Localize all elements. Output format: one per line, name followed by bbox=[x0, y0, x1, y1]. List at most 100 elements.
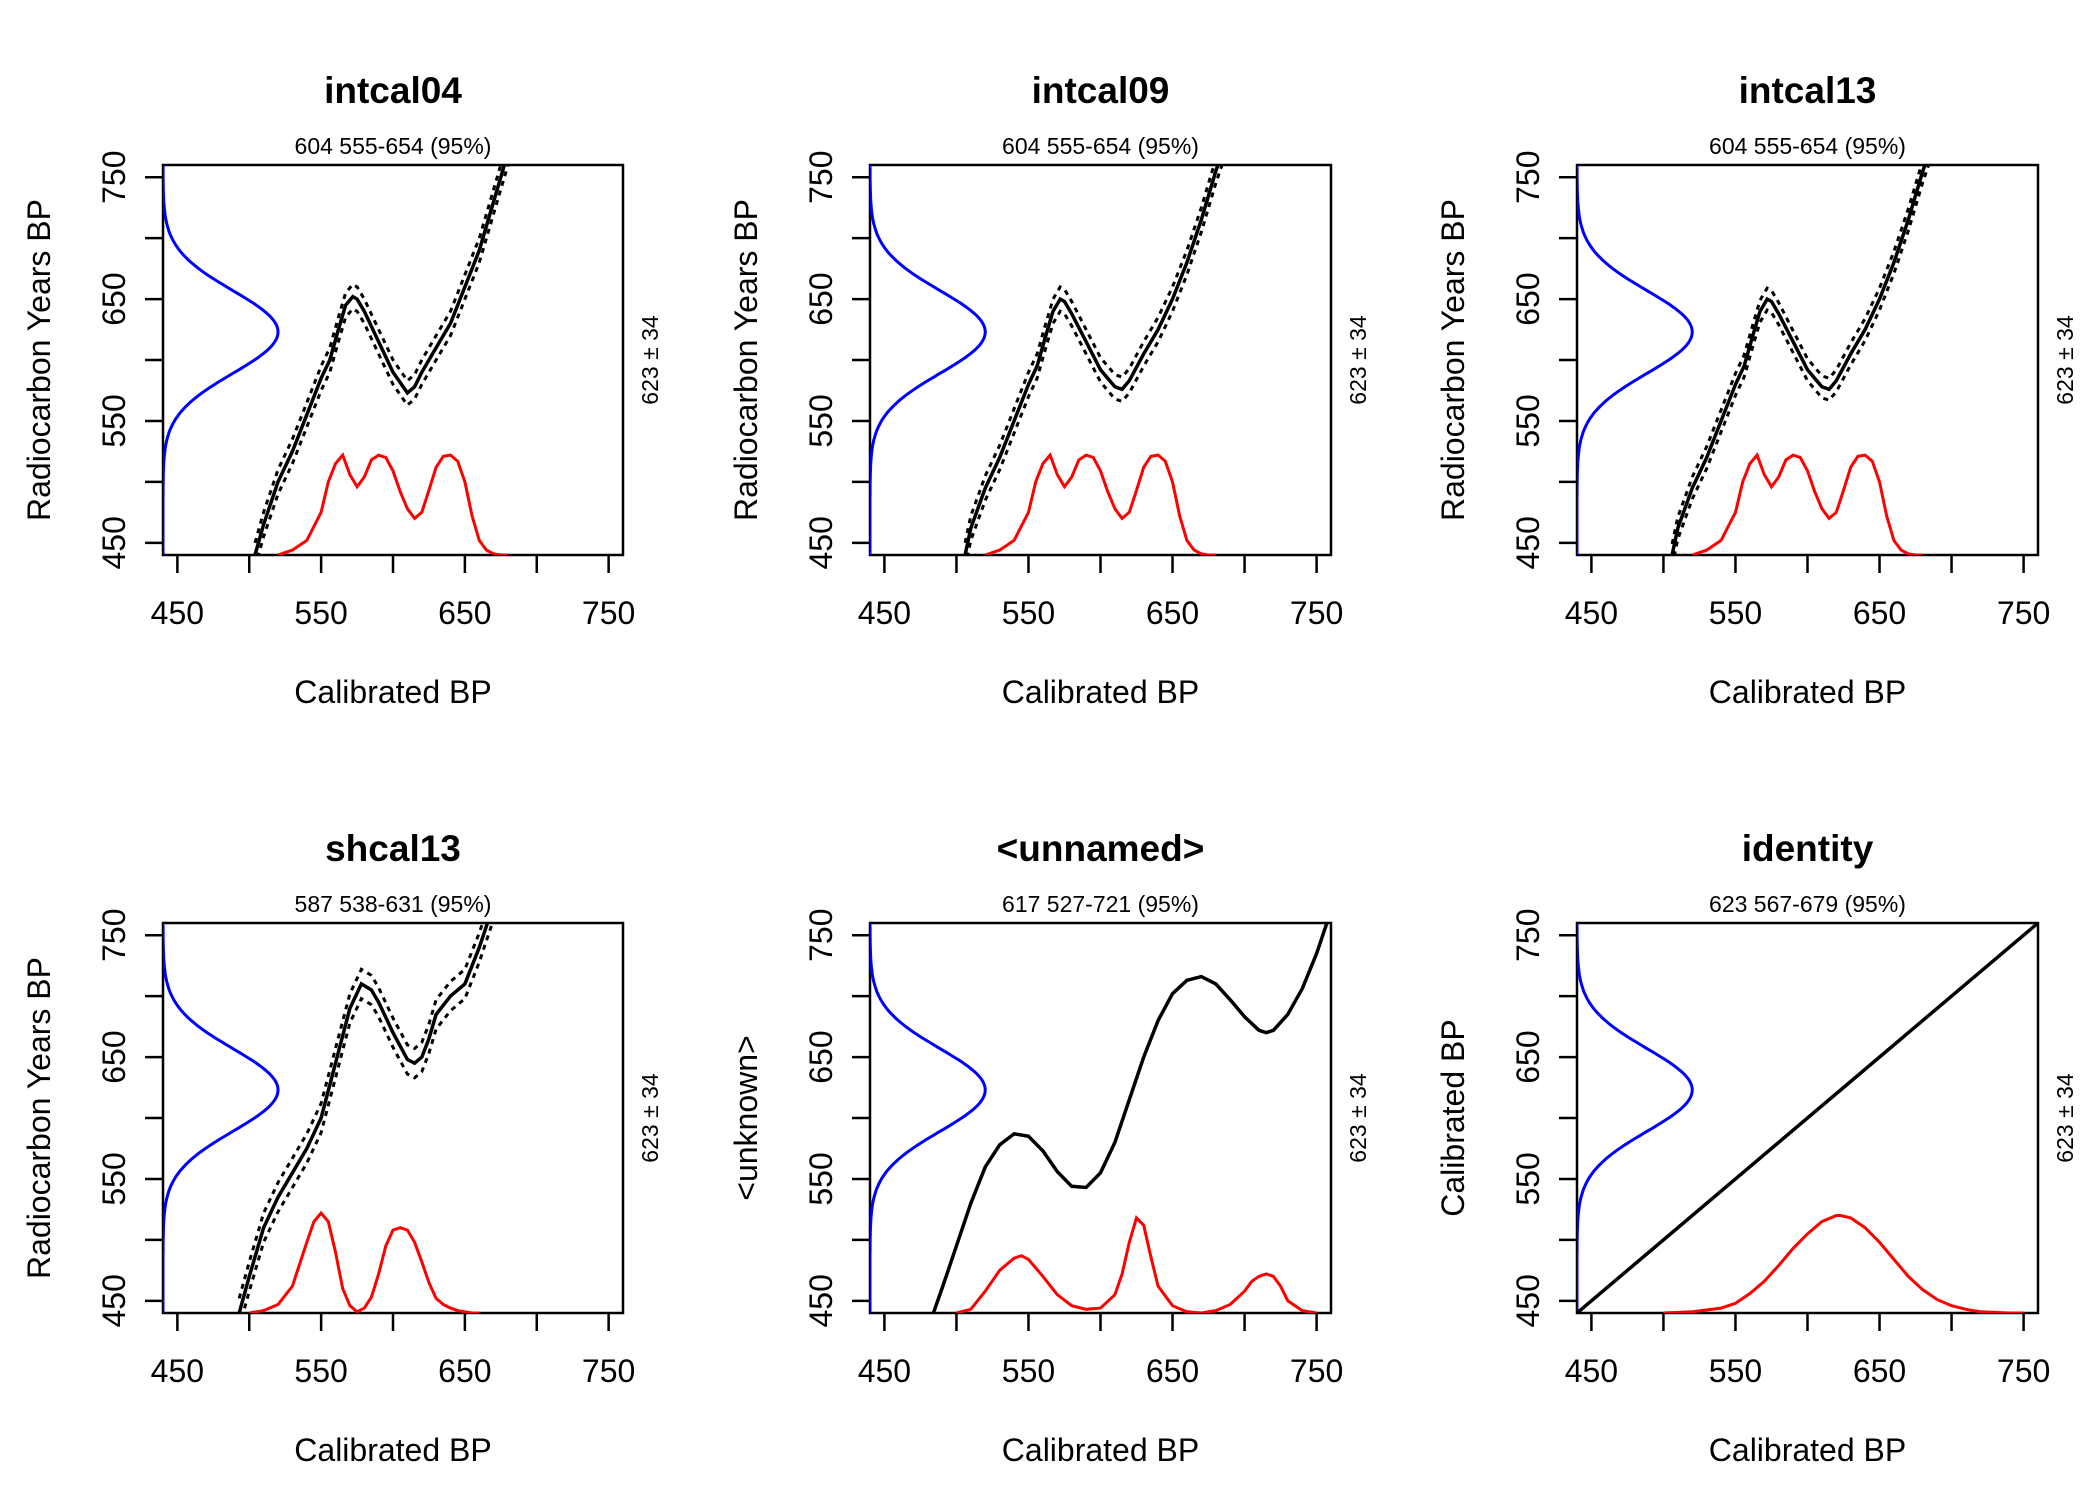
y-tick-label: 450 bbox=[803, 516, 839, 569]
plot-frame bbox=[1575, 163, 2040, 557]
x-axis-label: Calibrated BP bbox=[1709, 674, 1906, 710]
panel-title: intcal13 bbox=[1739, 70, 1877, 111]
prior-density-line bbox=[870, 923, 987, 1313]
calibration-curve-line bbox=[1670, 165, 1927, 555]
panel-shcal13-3: shcal13 587 538-631 (95%) 450 550 650 750 450 5… bbox=[21, 828, 663, 1468]
panel-title: shcal13 bbox=[325, 828, 461, 869]
prior-density-line bbox=[870, 165, 987, 555]
y-tick-label: 450 bbox=[1510, 516, 1546, 569]
posterior-density-line bbox=[1663, 1214, 2024, 1313]
panel-title: intcal09 bbox=[1032, 70, 1170, 111]
x-tick-label: 650 bbox=[1853, 595, 1906, 631]
x-tick-label: 750 bbox=[1997, 1353, 2050, 1389]
calibration-range-label: 604 555-654 (95%) bbox=[1709, 133, 1906, 159]
y-axis-label: <unknown> bbox=[728, 1035, 764, 1200]
y-axis-label: Radiocarbon Years BP bbox=[21, 199, 57, 521]
y-tick-label: 750 bbox=[96, 150, 132, 203]
x-tick-label: 450 bbox=[151, 595, 204, 631]
y-tick-label: 650 bbox=[803, 1030, 839, 1083]
x-tick-label: 450 bbox=[1565, 1353, 1618, 1389]
y-tick-label: 550 bbox=[1510, 1152, 1546, 1205]
x-axis-label: Calibrated BP bbox=[1002, 674, 1199, 710]
curve-lower-band bbox=[1672, 165, 1931, 555]
calibration-curve-line bbox=[931, 923, 1329, 1313]
x-tick-label: 650 bbox=[438, 595, 491, 631]
calibration-range-label: 604 555-654 (95%) bbox=[1002, 133, 1199, 159]
y-tick-label: 450 bbox=[803, 1274, 839, 1327]
curve-lower-band bbox=[256, 165, 510, 555]
y-axis-label: Radiocarbon Years BP bbox=[21, 957, 57, 1279]
calibration-range-label: 623 567-679 (95%) bbox=[1709, 891, 1906, 917]
prior-density-line bbox=[163, 923, 280, 1313]
prior-density-line bbox=[1577, 165, 1694, 555]
curve-lower-band bbox=[241, 923, 494, 1313]
plot-frame bbox=[868, 163, 1333, 557]
calibration-curve-line bbox=[963, 165, 1220, 555]
y-tick-label: 750 bbox=[96, 908, 132, 961]
radiocarbon-age-label: 623 ± 34 bbox=[2052, 1073, 2078, 1163]
curve-upper-band bbox=[1670, 165, 1923, 545]
panel-identity-5: identity 623 567-679 (95%) 450 550 650 750 450… bbox=[1435, 828, 2078, 1468]
curve-upper-band bbox=[963, 165, 1216, 544]
radiocarbon-age-label: 623 ± 34 bbox=[637, 315, 663, 405]
y-axis-label: Radiocarbon Years BP bbox=[728, 199, 764, 521]
x-tick-label: 450 bbox=[858, 595, 911, 631]
plot-frame bbox=[161, 921, 625, 1315]
y-tick-label: 450 bbox=[96, 1274, 132, 1327]
panel-title: <unnamed> bbox=[997, 828, 1205, 869]
x-tick-label: 750 bbox=[1290, 595, 1343, 631]
x-tick-label: 550 bbox=[1709, 595, 1762, 631]
plot-frame bbox=[868, 921, 1333, 1315]
y-tick-label: 750 bbox=[803, 908, 839, 961]
panel-intcal13-2: intcal13 604 555-654 (95%) 450 550 650 750 450… bbox=[1435, 70, 2078, 710]
radiocarbon-age-label: 623 ± 34 bbox=[1345, 1073, 1371, 1163]
x-tick-label: 650 bbox=[1853, 1353, 1906, 1389]
plot-area bbox=[163, 165, 510, 555]
posterior-density-line bbox=[277, 452, 508, 555]
y-tick-label: 750 bbox=[1510, 908, 1546, 961]
calibration-range-label: 604 555-654 (95%) bbox=[295, 133, 492, 159]
y-tick-label: 750 bbox=[1510, 150, 1546, 203]
posterior-density-line bbox=[249, 1210, 480, 1313]
prior-density-line bbox=[1577, 923, 1694, 1313]
y-tick-label: 450 bbox=[96, 516, 132, 569]
x-tick-label: 550 bbox=[1002, 1353, 1055, 1389]
panel-intcal09-1: intcal09 604 555-654 (95%) 450 550 650 750 450… bbox=[728, 70, 1371, 710]
plot-area bbox=[163, 923, 494, 1313]
plot-area bbox=[870, 165, 1224, 555]
y-tick-label: 550 bbox=[96, 1152, 132, 1205]
curve-upper-band bbox=[253, 165, 503, 544]
x-tick-label: 650 bbox=[438, 1353, 491, 1389]
x-tick-label: 750 bbox=[1997, 595, 2050, 631]
x-tick-label: 550 bbox=[294, 595, 347, 631]
x-tick-label: 450 bbox=[151, 1353, 204, 1389]
posterior-density-line bbox=[956, 1215, 1317, 1313]
y-tick-label: 650 bbox=[96, 1030, 132, 1083]
x-tick-label: 650 bbox=[1146, 1353, 1199, 1389]
plot-area bbox=[1577, 165, 1931, 555]
panel-intcal04-0: intcal04 604 555-654 (95%) 450 550 650 750 450… bbox=[21, 70, 663, 710]
x-tick-label: 750 bbox=[582, 595, 635, 631]
panel-title: intcal04 bbox=[324, 70, 462, 111]
x-tick-label: 550 bbox=[294, 1353, 347, 1389]
prior-density-line bbox=[163, 165, 280, 555]
panel-title: identity bbox=[1742, 828, 1874, 869]
calibration-range-label: 617 527-721 (95%) bbox=[1002, 891, 1199, 917]
calibration-curve-line bbox=[1577, 923, 2038, 1313]
x-tick-label: 450 bbox=[1565, 595, 1618, 631]
posterior-density-line bbox=[1691, 452, 1923, 555]
y-tick-label: 550 bbox=[1510, 394, 1546, 447]
curve-upper-band bbox=[237, 923, 485, 1299]
y-tick-label: 750 bbox=[803, 150, 839, 203]
x-axis-label: Calibrated BP bbox=[1002, 1432, 1199, 1468]
posterior-density-line bbox=[984, 452, 1216, 555]
radiocarbon-age-label: 623 ± 34 bbox=[637, 1073, 663, 1163]
x-axis-label: Calibrated BP bbox=[294, 1432, 491, 1468]
x-tick-label: 550 bbox=[1002, 595, 1055, 631]
x-tick-label: 650 bbox=[1146, 595, 1199, 631]
radiocarbon-age-label: 623 ± 34 bbox=[1345, 315, 1371, 405]
calibration-curve-line bbox=[237, 923, 490, 1313]
x-tick-label: 550 bbox=[1709, 1353, 1762, 1389]
plot-area bbox=[870, 923, 1329, 1313]
